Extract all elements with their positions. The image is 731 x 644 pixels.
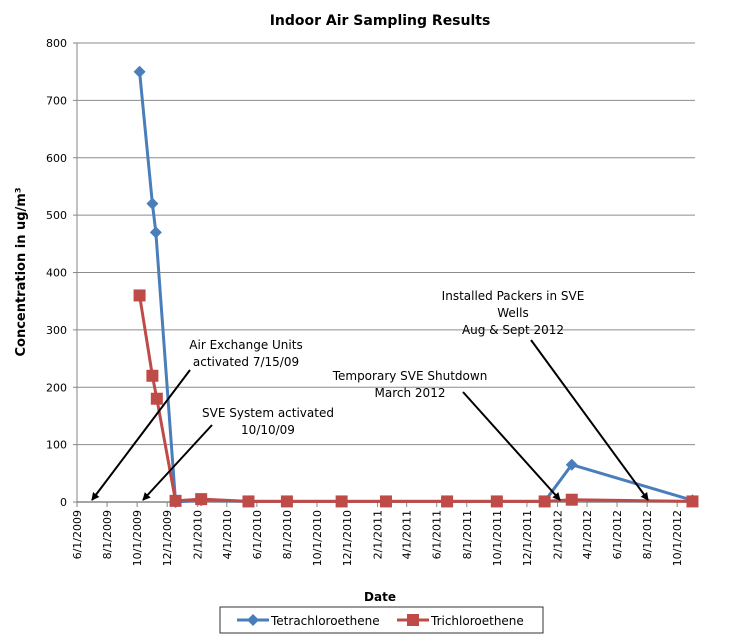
y-tick-label: 700	[46, 94, 67, 107]
annotation-text: 10/10/09	[241, 423, 295, 437]
y-tick-label: 500	[46, 209, 67, 222]
series-trichloroethene	[133, 289, 699, 508]
data-point	[335, 495, 348, 508]
y-tick-label: 600	[46, 152, 67, 165]
data-point	[565, 458, 578, 471]
y-tick-label: 800	[46, 37, 67, 50]
legend-label: Tetrachloroethene	[270, 614, 380, 628]
annotation-arrow	[462, 391, 561, 501]
x-tick-label: 10/1/2012	[671, 510, 684, 566]
series-line	[138, 295, 693, 503]
x-tick-label: 10/1/2011	[491, 510, 504, 566]
x-tick-label: 12/1/2009	[161, 510, 174, 566]
annotation: SVE System activated 10/10/09	[142, 406, 334, 501]
data-point	[379, 495, 392, 508]
data-point	[490, 495, 503, 508]
x-tick-label: 8/1/2009	[101, 510, 114, 559]
x-tick-label: 10/1/2009	[131, 510, 144, 566]
annotation: Temporary SVE Shutdown March 2012	[332, 369, 561, 501]
data-point	[149, 226, 162, 239]
y-tick-label: 0	[60, 496, 67, 509]
x-tick-label: 6/1/2012	[611, 510, 624, 559]
square-marker-icon	[407, 614, 419, 626]
data-point	[242, 495, 255, 508]
y-tick-label: 100	[46, 439, 67, 452]
annotation-text: Aug & Sept 2012	[462, 323, 564, 337]
series-line	[138, 71, 693, 504]
x-tick-label: 2/1/2012	[551, 510, 564, 559]
x-tick-label: 6/1/2011	[431, 510, 444, 559]
x-tick-label: 6/1/2009	[71, 510, 84, 559]
x-tick-label: 8/1/2012	[641, 510, 654, 559]
annotation-arrow	[91, 369, 191, 501]
data-point	[169, 494, 182, 507]
y-tick-label: 200	[46, 381, 67, 394]
y-tick-label: 300	[46, 324, 67, 337]
data-point	[146, 197, 159, 210]
chart-title: Indoor Air Sampling Results	[270, 13, 491, 29]
legend-item-tetrachloroethene: Tetrachloroethene	[237, 614, 380, 628]
data-point	[686, 495, 699, 508]
x-tick-label: 12/1/2011	[521, 510, 534, 566]
data-point	[195, 493, 208, 506]
data-point	[441, 495, 454, 508]
annotation-text: SVE System activated	[202, 406, 334, 420]
annotation-text: Temporary SVE Shutdown	[332, 369, 488, 383]
x-tick-label: 10/1/2010	[311, 510, 324, 566]
series-tetrachloroethene	[133, 65, 699, 508]
legend-label: Trichloroethene	[430, 614, 524, 628]
x-tick-label: 2/1/2010	[192, 510, 205, 559]
x-tick-label: 8/1/2011	[461, 510, 474, 559]
annotation-text: March 2012	[375, 386, 446, 400]
annotation-arrow	[530, 339, 649, 501]
x-axis-ticks: 6/1/2009 8/1/2009 10/1/2009 12/1/2009 2/1/20…	[71, 502, 684, 566]
x-axis-title: Date	[364, 590, 396, 604]
data-point	[565, 493, 578, 506]
annotation-text: activated 7/15/09	[193, 355, 299, 369]
data-point	[538, 495, 551, 508]
data-point	[146, 369, 159, 382]
x-tick-label: 4/1/2012	[581, 510, 594, 559]
x-tick-label: 4/1/2010	[221, 510, 234, 559]
legend-item-trichloroethene: Trichloroethene	[397, 614, 524, 628]
annotation: Air Exchange Units activated 7/15/09	[91, 338, 303, 501]
y-axis-title: Concentration in ug/m³	[14, 187, 29, 356]
legend: Tetrachloroethene Trichloroethene	[219, 606, 544, 634]
x-tick-label: 8/1/2010	[281, 510, 294, 559]
data-point	[150, 392, 163, 405]
annotation-arrow	[142, 424, 213, 501]
y-axis-ticks: 0 100 200 300 400 500 600 700 800	[46, 37, 77, 509]
data-point	[133, 65, 146, 78]
annotation-text: Installed Packers in SVE	[442, 289, 585, 303]
data-point	[280, 495, 293, 508]
diamond-marker-icon	[247, 614, 259, 626]
gridlines	[77, 42, 695, 446]
annotations: Air Exchange Units activated 7/15/09 SVE S…	[91, 289, 649, 501]
annotation: Installed Packers in SVE Wells Aug & Sept …	[442, 289, 649, 501]
x-tick-label: 12/1/2010	[341, 510, 354, 566]
data-point	[133, 289, 146, 302]
x-tick-label: 6/1/2010	[251, 510, 264, 559]
x-tick-label: 4/1/2011	[401, 510, 414, 559]
y-tick-label: 400	[46, 267, 67, 280]
annotation-text: Wells	[497, 306, 528, 320]
annotation-text: Air Exchange Units	[189, 338, 302, 352]
series-layer	[133, 65, 699, 508]
x-tick-label: 2/1/2011	[372, 510, 385, 559]
